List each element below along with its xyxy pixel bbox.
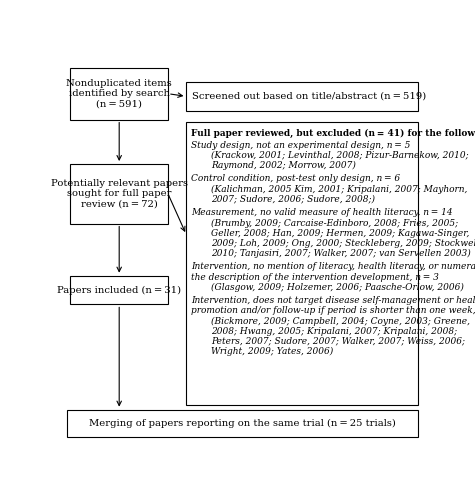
Text: Control condition, post-test only design, n = 6: Control condition, post-test only design… <box>191 174 400 184</box>
Bar <box>70 276 168 304</box>
Text: Intervention, does not target disease self-management or health: Intervention, does not target disease se… <box>191 296 475 306</box>
Text: Study design, not an experimental design, n = 5: Study design, not an experimental design… <box>191 140 410 149</box>
Text: Raymond, 2002; Morrow, 2007): Raymond, 2002; Morrow, 2007) <box>211 160 356 170</box>
Text: 2008; Hwang, 2005; Kripalani, 2007; Kripalani, 2008;: 2008; Hwang, 2005; Kripalani, 2007; Krip… <box>211 326 457 336</box>
Text: promotion and/or follow-up if period is shorter than one week, n = 13: promotion and/or follow-up if period is … <box>191 306 475 316</box>
Text: the description of the intervention development, n = 3: the description of the intervention deve… <box>191 272 439 281</box>
Text: 2009; Loh, 2009; Ong, 2000; Steckleberg, 2009; Stockwell,: 2009; Loh, 2009; Ong, 2000; Steckleberg,… <box>211 238 475 248</box>
Text: Papers included (n = 31): Papers included (n = 31) <box>57 286 181 294</box>
Bar <box>70 164 168 224</box>
Text: (Krackow, 2001; Levinthal, 2008; Pizur-Barnekow, 2010;: (Krackow, 2001; Levinthal, 2008; Pizur-B… <box>211 150 469 160</box>
Text: Peters, 2007; Sudore, 2007; Walker, 2007; Weiss, 2006;: Peters, 2007; Sudore, 2007; Walker, 2007… <box>211 336 465 345</box>
Text: 2010; Tanjasiri, 2007; Walker, 2007; van Servellen 2003): 2010; Tanjasiri, 2007; Walker, 2007; van… <box>211 248 471 258</box>
Text: Measurement, no valid measure of health literacy, n = 14: Measurement, no valid measure of health … <box>191 208 452 218</box>
Text: Wright, 2009; Yates, 2006): Wright, 2009; Yates, 2006) <box>211 347 333 356</box>
Text: Intervention, no mention of literacy, health literacy, or numeracy in: Intervention, no mention of literacy, he… <box>191 262 475 272</box>
Text: 2007; Sudore, 2006; Sudore, 2008;): 2007; Sudore, 2006; Sudore, 2008;) <box>211 194 375 203</box>
Text: (Glasgow, 2009; Holzemer, 2006; Paasche-Orlow, 2006): (Glasgow, 2009; Holzemer, 2006; Paasche-… <box>211 282 464 292</box>
Bar <box>186 122 418 405</box>
Text: Geller, 2008; Han, 2009; Hermen, 2009; Kagawa-Singer,: Geller, 2008; Han, 2009; Hermen, 2009; K… <box>211 228 469 237</box>
Bar <box>186 82 418 111</box>
Text: Full paper reviewed, but excluded (n = 41) for the following reasons):¹: Full paper reviewed, but excluded (n = 4… <box>191 128 475 138</box>
Text: (Kalichman, 2005 Kim, 2001; Kripalani, 2007; Mayhorn,: (Kalichman, 2005 Kim, 2001; Kripalani, 2… <box>211 184 467 194</box>
Text: Nonduplicated items
identified by search
(n = 591): Nonduplicated items identified by search… <box>66 79 172 108</box>
Text: (Brumby, 2009; Carcaise-Edinboro, 2008; Fries, 2005;: (Brumby, 2009; Carcaise-Edinboro, 2008; … <box>211 218 458 228</box>
Text: Merging of papers reporting on the same trial (n = 25 trials): Merging of papers reporting on the same … <box>89 419 396 428</box>
Text: Potentially relevant papers
sought for full paper
review (n = 72): Potentially relevant papers sought for f… <box>51 179 188 208</box>
Bar <box>70 68 168 120</box>
Text: (Bickmore, 2009; Campbell, 2004; Coyne, 2003; Greene,: (Bickmore, 2009; Campbell, 2004; Coyne, … <box>211 316 470 326</box>
Text: Screened out based on title/abstract (n = 519): Screened out based on title/abstract (n … <box>192 92 426 101</box>
Bar <box>66 410 418 438</box>
